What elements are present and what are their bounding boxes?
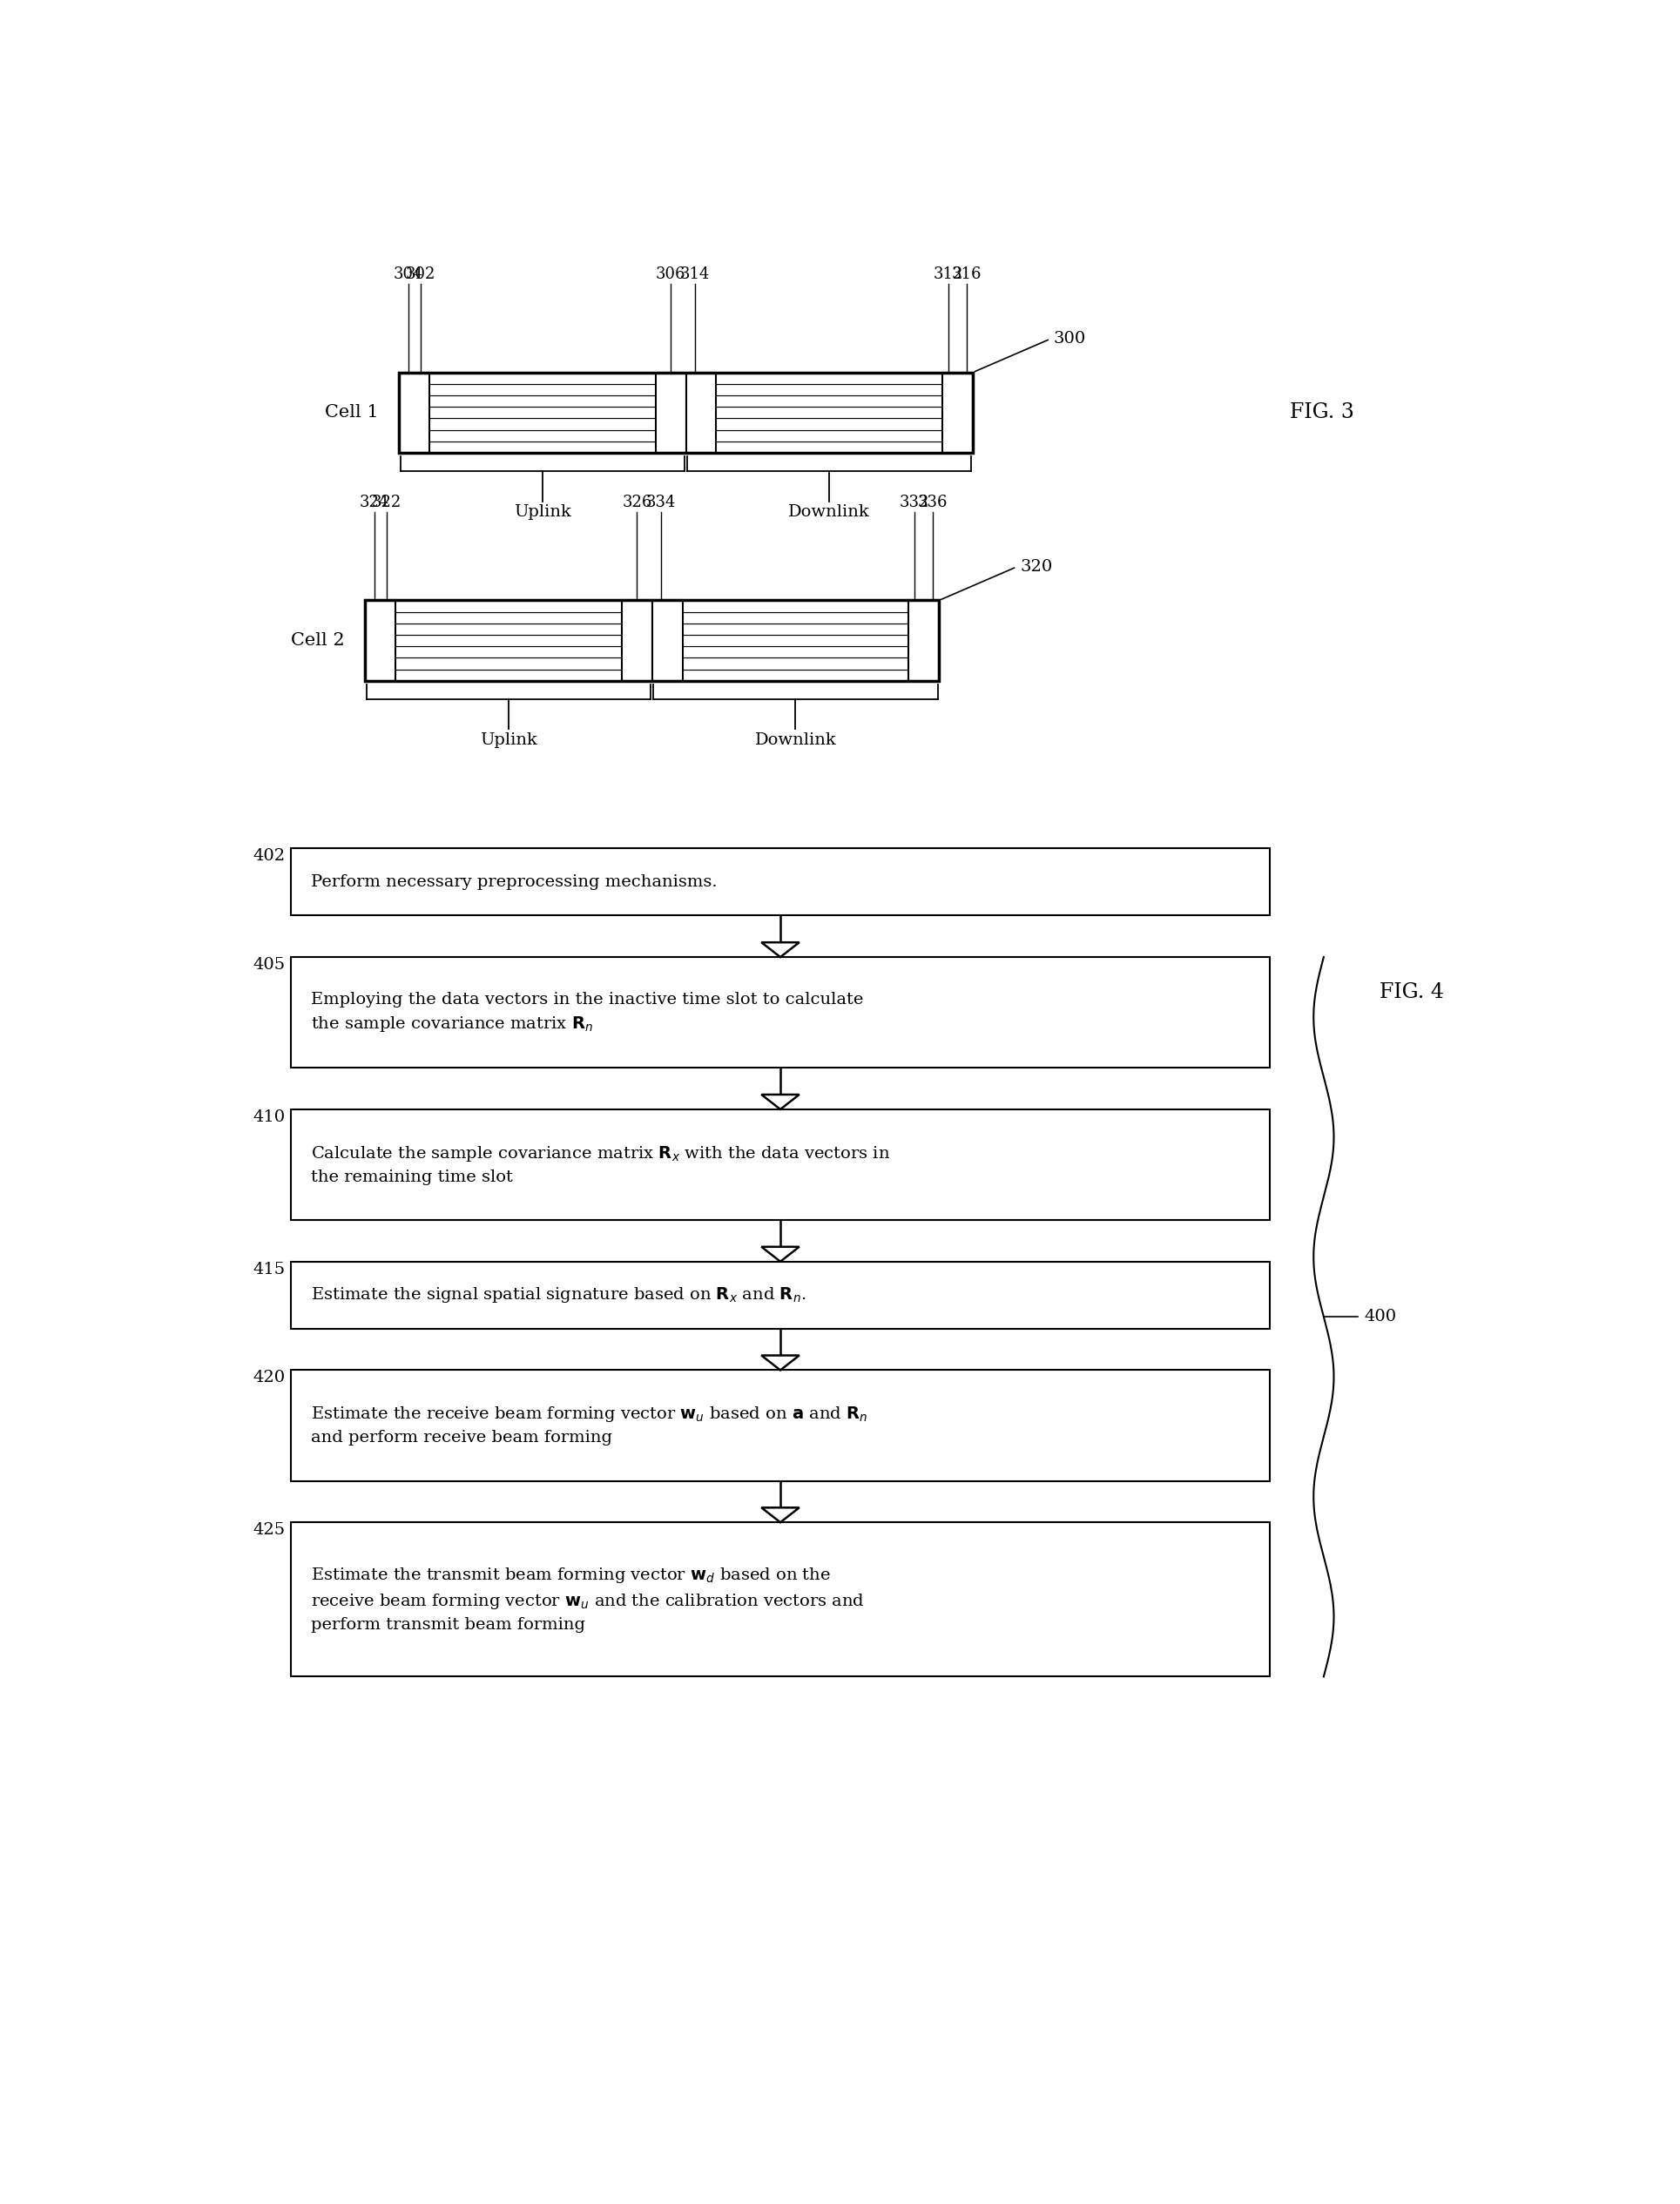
Text: 304: 304 <box>393 267 423 282</box>
Bar <box>291 1371 1270 1481</box>
Text: 320: 320 <box>1020 560 1052 575</box>
Text: 405: 405 <box>254 957 286 972</box>
Text: 415: 415 <box>254 1261 286 1276</box>
Text: Downlink: Downlink <box>788 505 870 520</box>
Text: Uplink: Uplink <box>480 732 538 747</box>
Text: Perform necessary preprocessing mechanisms.: Perform necessary preprocessing mechanis… <box>311 875 717 890</box>
Bar <box>398 383 973 395</box>
Text: 334: 334 <box>647 494 675 509</box>
Bar <box>622 599 652 681</box>
Text: 332: 332 <box>900 494 929 509</box>
Text: 316: 316 <box>951 267 981 282</box>
Bar <box>365 599 939 613</box>
Bar <box>365 657 939 670</box>
Bar <box>398 372 973 383</box>
Bar <box>398 372 973 452</box>
Bar <box>398 372 430 452</box>
Text: Cell 2: Cell 2 <box>291 633 344 648</box>
Text: 322: 322 <box>371 494 402 509</box>
Text: FIG. 3: FIG. 3 <box>1290 403 1354 423</box>
Text: Estimate the signal spatial signature based on $\mathbf{R}_{x}$ and $\mathbf{R}_: Estimate the signal spatial signature ba… <box>311 1285 806 1305</box>
Bar <box>365 599 395 681</box>
Polygon shape <box>761 1095 800 1109</box>
Text: 420: 420 <box>254 1371 286 1386</box>
Text: 302: 302 <box>405 267 435 282</box>
Bar <box>398 372 973 452</box>
Polygon shape <box>761 1247 800 1261</box>
Polygon shape <box>761 1508 800 1523</box>
Bar <box>291 957 1270 1067</box>
Bar <box>942 372 973 452</box>
Bar <box>365 599 939 681</box>
Bar <box>652 599 682 681</box>
Bar <box>655 372 685 452</box>
Text: Cell 1: Cell 1 <box>324 403 378 421</box>
Text: Downlink: Downlink <box>754 732 837 747</box>
Text: 300: 300 <box>1053 331 1087 346</box>
Text: 324: 324 <box>360 494 390 509</box>
Text: Uplink: Uplink <box>514 505 571 520</box>
Text: Calculate the sample covariance matrix $\mathbf{R}_{x}$ with the data vectors in: Calculate the sample covariance matrix $… <box>311 1144 890 1186</box>
Bar <box>398 395 973 408</box>
Text: 410: 410 <box>254 1109 286 1124</box>
Bar <box>398 408 973 419</box>
Text: Estimate the receive beam forming vector $\mathbf{w}_{u}$ based on $\mathbf{a}$ : Estimate the receive beam forming vector… <box>311 1404 869 1446</box>
Text: 402: 402 <box>254 849 286 864</box>
Text: FIG. 4: FIG. 4 <box>1379 983 1443 1003</box>
Text: 306: 306 <box>655 267 685 282</box>
Bar <box>365 599 939 681</box>
Polygon shape <box>761 1355 800 1371</box>
Bar <box>291 1109 1270 1221</box>
Bar <box>291 1523 1270 1677</box>
Text: 326: 326 <box>622 494 652 509</box>
Bar <box>365 670 939 681</box>
Text: 314: 314 <box>680 267 711 282</box>
Text: 400: 400 <box>1364 1309 1396 1325</box>
Text: 336: 336 <box>917 494 948 509</box>
Bar <box>909 599 939 681</box>
Bar <box>365 624 939 635</box>
Bar <box>365 613 939 624</box>
Bar <box>365 646 939 657</box>
Bar <box>398 419 973 430</box>
Text: 312: 312 <box>934 267 963 282</box>
Polygon shape <box>761 943 800 957</box>
Bar <box>291 1261 1270 1329</box>
Bar <box>398 441 973 452</box>
Bar <box>291 849 1270 915</box>
Bar <box>398 430 973 441</box>
Text: 425: 425 <box>254 1523 286 1538</box>
Text: Estimate the transmit beam forming vector $\mathbf{w}_{d}$ based on the
receive : Estimate the transmit beam forming vecto… <box>311 1567 865 1633</box>
Bar <box>365 635 939 646</box>
Bar <box>685 372 716 452</box>
Text: Employing the data vectors in the inactive time slot to calculate
the sample cov: Employing the data vectors in the inacti… <box>311 992 864 1034</box>
